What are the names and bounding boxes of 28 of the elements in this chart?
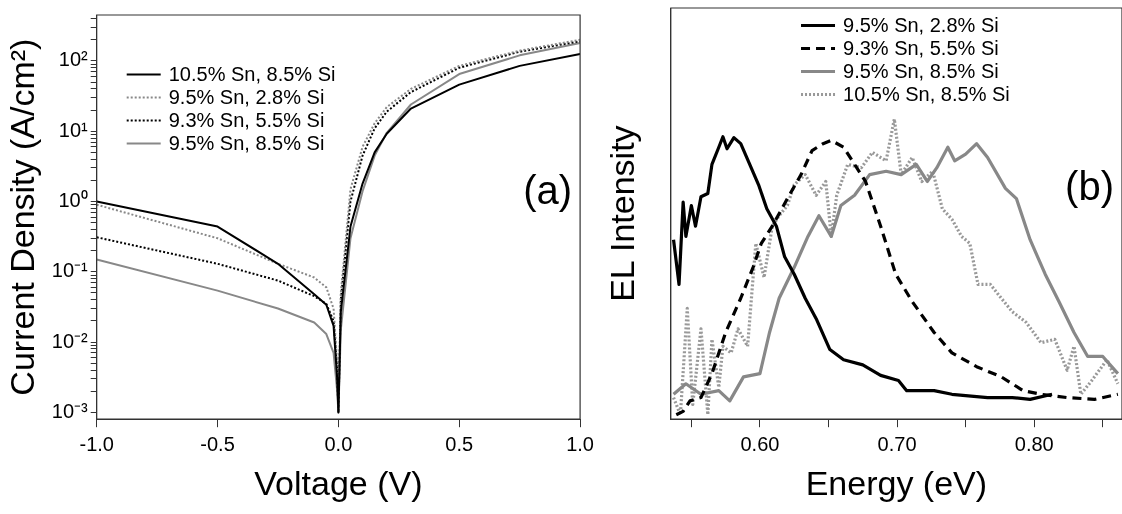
x-tick-label: 0.5 [445, 432, 474, 455]
legend-label: 9.3% Sn, 5.5% Si [168, 109, 325, 132]
y-tick-label: 10⁻¹ [51, 259, 89, 282]
legend-label: 9.5% Sn, 8.5% Si [843, 60, 999, 83]
y-tick-label: 10² [58, 48, 89, 71]
y-tick-label: 10¹ [58, 118, 89, 141]
x-tick-label: -0.5 [200, 432, 235, 455]
x-tick-label: 0.70 [877, 432, 917, 455]
x-axis-title: Voltage (V) [254, 463, 423, 502]
annotation: (a) [523, 167, 573, 212]
y-axis-title: Current Density (A/cm²) [2, 38, 41, 396]
x-tick-label: 0.0 [324, 432, 353, 455]
legend-label: 9.5% Sn, 2.8% Si [843, 14, 999, 37]
x-axis-title: Energy (eV) [805, 463, 988, 502]
legend-label: 9.3% Sn, 5.5% Si [843, 37, 999, 60]
legend-label: 10.5% Sn, 8.5% Si [168, 63, 336, 86]
x-tick-label: -1.0 [79, 432, 114, 455]
x-tick-label: 0.80 [1014, 432, 1054, 455]
y-tick-label: 10⁰ [58, 189, 88, 212]
legend-label: 10.5% Sn, 8.5% Si [843, 83, 1010, 106]
legend-label: 9.5% Sn, 8.5% Si [168, 132, 325, 155]
x-tick-label: 1.0 [566, 432, 594, 455]
annotation: (b) [1065, 163, 1114, 208]
legend-label: 9.5% Sn, 2.8% Si [168, 86, 325, 109]
y-axis-title: EL Intensity [602, 125, 641, 302]
y-tick-label: 10⁻³ [51, 399, 89, 422]
x-tick-label: 0.60 [740, 432, 780, 455]
y-tick-label: 10⁻² [51, 329, 89, 352]
